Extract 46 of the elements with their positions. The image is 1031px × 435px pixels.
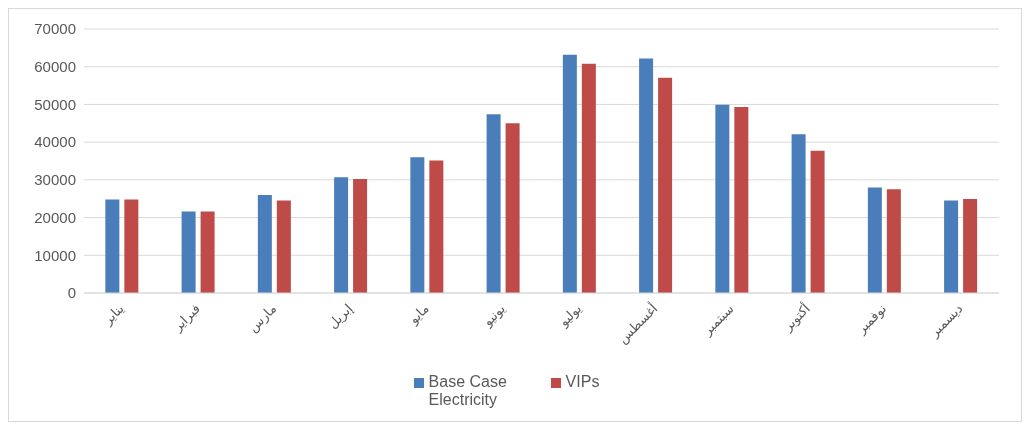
bar (276, 200, 291, 293)
x-tick-label: يونيو (479, 300, 509, 331)
y-tick-label: 30000 (34, 171, 76, 189)
bar (353, 179, 368, 293)
x-tick-label: يوليو (555, 300, 586, 331)
legend-label: VIPs (565, 373, 600, 391)
bar (734, 107, 749, 293)
x-tick-label: فبراير (169, 300, 204, 336)
bar (715, 104, 730, 293)
x-tick-label: يناير (99, 300, 128, 329)
bar (105, 199, 120, 293)
bar (886, 189, 901, 293)
x-tick-label: نوفمبر (852, 300, 890, 338)
bar (200, 211, 215, 293)
x-tick-label: ديسمبر (926, 300, 967, 341)
x-tick-label: إبريل (325, 300, 357, 332)
bar (658, 77, 673, 293)
y-tick-label: 0 (67, 284, 76, 302)
legend-label: Base Case Electricity (428, 373, 508, 409)
bar (867, 187, 882, 293)
bar (181, 211, 196, 293)
bar (124, 199, 139, 293)
y-tick-label: 20000 (34, 208, 76, 226)
bar (810, 150, 825, 293)
y-tick-label: 40000 (34, 133, 76, 151)
bar (791, 134, 806, 293)
x-tick-label: أغسطس (614, 300, 662, 348)
y-tick-label: 50000 (34, 95, 76, 113)
bar (257, 194, 272, 293)
bar (334, 177, 349, 293)
y-tick-label: 70000 (34, 20, 76, 38)
y-tick-label: 10000 (34, 246, 76, 264)
bar (505, 123, 520, 293)
bar (944, 200, 959, 293)
bar (410, 157, 425, 293)
x-tick-label: مارس (245, 300, 280, 336)
x-tick-label: مايو (405, 300, 433, 328)
x-tick-label: سبتمبر (698, 300, 738, 340)
x-tick-label: أكتوبر (778, 300, 814, 336)
bar (639, 58, 654, 293)
bar (581, 63, 596, 293)
bar (963, 199, 978, 293)
y-tick-label: 60000 (34, 58, 76, 76)
bar (486, 114, 501, 293)
bar (429, 160, 444, 293)
bar (562, 54, 577, 293)
